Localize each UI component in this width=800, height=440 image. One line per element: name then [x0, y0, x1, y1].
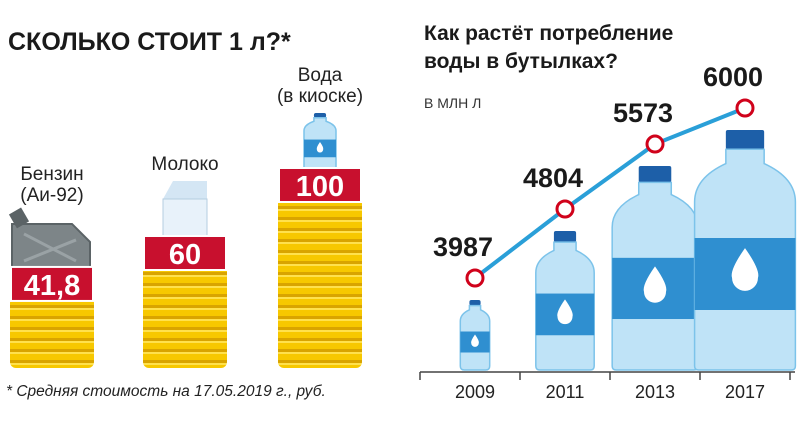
marker	[645, 134, 665, 154]
value-label: 3987	[433, 232, 493, 262]
water-drop	[731, 248, 759, 291]
x-tick-label: 2009	[455, 382, 495, 402]
category-label-box: Молоко	[151, 154, 219, 175]
x-tick-label: 2013	[635, 382, 675, 402]
left-title: СКОЛЬКО СТОИТ 1 л?*	[8, 28, 291, 56]
x-tick-label: 2017	[725, 382, 765, 402]
footnote: * Средняя стоимость на 17.05.2019 г., ру…	[6, 383, 326, 400]
bottle	[611, 166, 699, 371]
category-label-box: Бензин (Аи-92)	[20, 163, 84, 206]
bottle-cap	[553, 231, 577, 243]
canister-x	[23, 232, 77, 263]
line	[473, 106, 746, 280]
water-drop	[557, 299, 573, 325]
value-label: 60	[169, 239, 201, 271]
value-box	[278, 167, 362, 203]
bottle-cap	[638, 166, 672, 183]
carton-top	[163, 181, 207, 199]
marker	[465, 268, 485, 288]
subtitle: В МЛН Л	[424, 95, 481, 111]
bottle	[693, 130, 797, 371]
value-label: 100	[296, 171, 344, 203]
canister-spout	[8, 207, 30, 229]
coin-stack	[10, 296, 94, 368]
value-label: 5573	[613, 98, 673, 128]
category-label: Бензин (Аи-92)	[20, 163, 84, 206]
icon	[303, 113, 337, 173]
value-label: 6000	[703, 62, 763, 92]
coin-stack	[278, 198, 362, 368]
right-title: Как растёт потребление воды в бутылках?	[424, 22, 674, 73]
category-label: Молоко	[151, 154, 219, 175]
bottle-cap	[725, 130, 765, 150]
icon	[8, 207, 91, 270]
carton-body	[162, 198, 208, 237]
x-tick-label: 2011	[546, 382, 585, 402]
bottle	[459, 300, 491, 371]
bottle-cap	[313, 113, 327, 118]
marker	[555, 199, 575, 219]
bottle-cap	[469, 300, 481, 306]
bottle	[535, 231, 595, 371]
water-drop	[316, 142, 324, 153]
water-drop	[471, 334, 479, 347]
category-label-box: Вода (в киоске)	[276, 65, 364, 107]
value-label: 4804	[523, 163, 583, 193]
marker	[735, 98, 755, 118]
value-label: 41,8	[24, 270, 80, 302]
coin-stack	[143, 266, 227, 368]
category-label: Вода (в киоске)	[276, 65, 364, 107]
right-title-box: Как растёт потребление воды в бутылках?	[424, 22, 674, 73]
icon	[162, 181, 208, 237]
value-box	[143, 235, 227, 271]
value-box	[10, 265, 94, 302]
water-drop	[643, 266, 667, 303]
